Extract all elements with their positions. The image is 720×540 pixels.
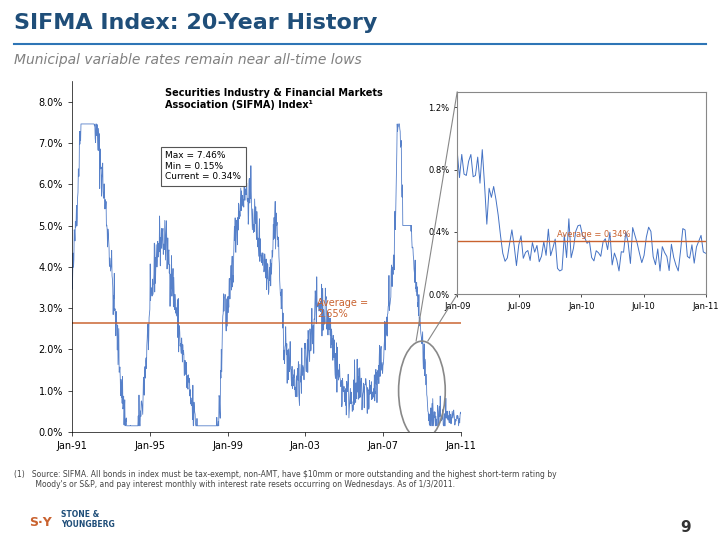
Text: 9: 9 xyxy=(680,519,691,535)
Text: STONE &
YOUNGBERG: STONE & YOUNGBERG xyxy=(61,510,115,529)
Text: Securities Industry & Financial Markets
Association (SIFMA) Index¹: Securities Industry & Financial Markets … xyxy=(166,88,383,110)
Text: (1)   Source: SIFMA. All bonds in index must be tax-exempt, non-AMT, have $10mm : (1) Source: SIFMA. All bonds in index mu… xyxy=(14,470,557,489)
Text: SIFMA Index: 20-Year History: SIFMA Index: 20-Year History xyxy=(14,13,378,33)
Text: Municipal variable rates remain near all-time lows: Municipal variable rates remain near all… xyxy=(14,53,362,67)
Text: Average =
2.65%: Average = 2.65% xyxy=(317,298,368,319)
Text: Max = 7.46%
Min = 0.15%
Current = 0.34%: Max = 7.46% Min = 0.15% Current = 0.34% xyxy=(166,151,241,181)
Text: S·Y: S·Y xyxy=(29,516,52,529)
Text: Average = 0.34%: Average = 0.34% xyxy=(557,230,630,239)
